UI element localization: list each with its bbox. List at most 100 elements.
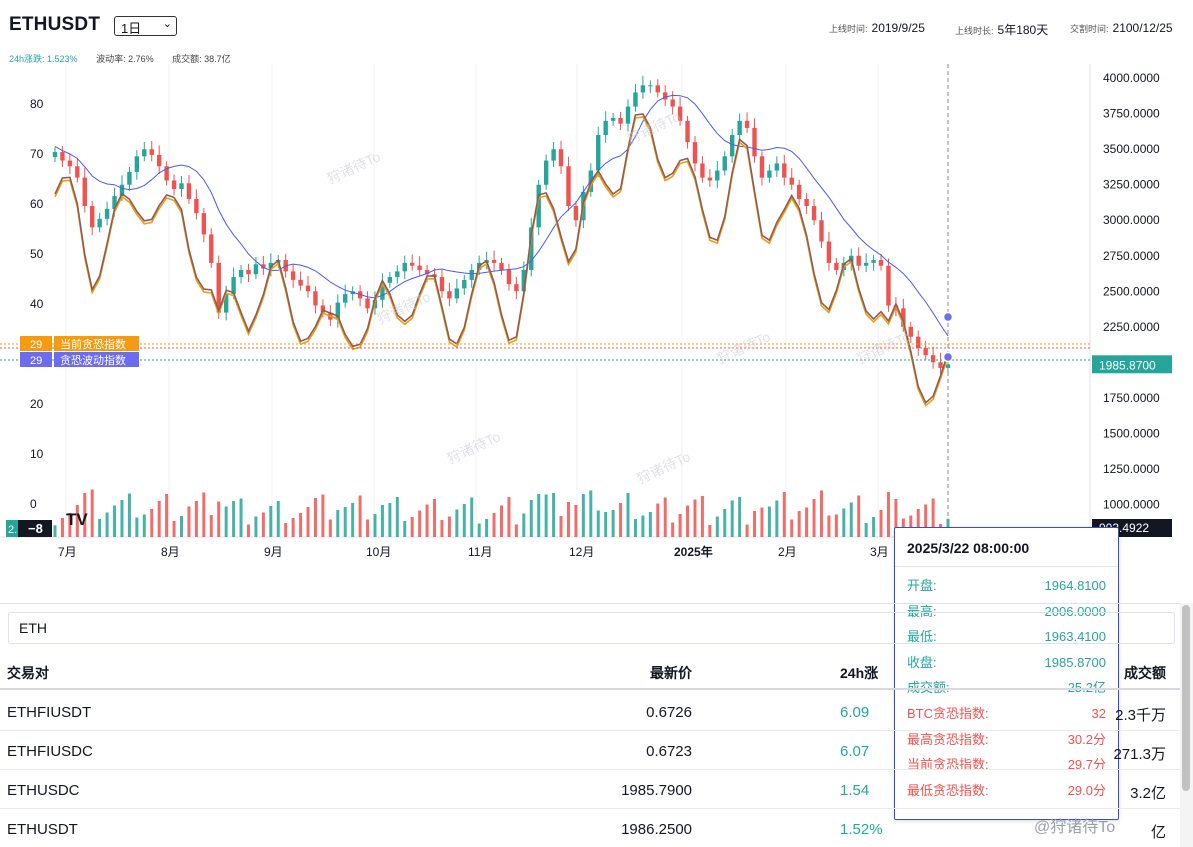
table-scrollbar[interactable] [1180,603,1193,847]
change-24h: 24h涨跌: 1.523% [9,54,78,64]
volume-bar [931,498,935,537]
last-price-badge [1092,355,1172,374]
candle [514,284,519,292]
candle [439,277,445,292]
volume-bar [834,514,838,537]
candle [343,294,348,303]
volume-bar [552,493,556,537]
candle [938,362,943,368]
col-pair[interactable]: 交易对 [7,665,49,681]
volume-bar [269,506,273,537]
candle [625,106,631,124]
volume-bar [53,525,57,537]
chart-canvas[interactable]: 4000.0000 3750.0000 3500.0000 3250.0000 3000… [0,64,1193,564]
volume-bar [797,511,801,537]
fear-index-name-badge [54,336,139,351]
crosshair-dot [942,311,954,323]
candle [246,269,251,275]
candle [104,208,110,219]
chart-header: ETHUSDT 1日 ⌄ 上线时间: 2019/9/25 上线时长: 5年180天 … [0,0,1193,64]
index-tick-label: 80 [30,97,44,111]
volume-bar [500,505,503,537]
volume-bar [805,507,809,537]
volume-bar [641,515,645,537]
candle [856,255,861,266]
change-value: 1.52% [840,821,883,838]
candle [670,99,675,107]
candle [60,152,65,161]
candle [238,269,244,278]
index-value-badge-accent [6,520,18,537]
search-input[interactable]: ETH [8,612,1175,644]
candle [119,184,125,197]
volatility: 波动率: 2.76% [96,54,154,64]
candle [506,269,512,285]
candle [194,198,199,214]
crosshair-dot [942,351,954,363]
time-tick-label: 3月 [870,545,889,559]
volume-bar [566,502,570,537]
index-value-prefix: 2. [8,524,17,536]
volume-bar [447,516,451,537]
tradingview-logo-icon: TV [66,510,88,529]
price-tick-label: 2250.0000 [1103,320,1160,334]
volume-bar [321,494,325,537]
candle [834,262,839,270]
volume-bar [708,525,712,537]
volume-bar [224,506,228,537]
volume-bar [916,509,920,537]
candle [908,326,913,337]
price-tick-label: 3250.0000 [1103,178,1160,192]
candle [253,264,259,275]
price-chart[interactable]: 4000.0000 3750.0000 3500.0000 3250.0000 3000… [0,64,1193,564]
tooltip-row: 开盘: 1964.8100 [907,578,1106,593]
candle [648,85,653,87]
fear-index-name: 当前贪恐指数 [60,337,126,351]
price-tick-label: 2500.0000 [1103,284,1160,298]
interval-select[interactable]: 1日 ⌄ [114,16,177,36]
fear-index-badge [20,336,52,351]
candle [67,160,73,167]
volume-bar [172,521,176,537]
tooltip-row: 收盘: 1985.8700 [907,654,1106,670]
price-tick-label: 3000.0000 [1103,213,1160,227]
watermark-text: 狩诸待To [715,328,773,367]
candle [149,149,154,155]
candle [112,196,117,209]
online-time: 上线时间: 2019/9/25 [829,21,925,35]
candle [97,218,102,228]
index-tick-label: 10 [30,447,44,461]
index-tick-label: 20 [30,397,44,411]
candle [774,163,780,171]
volume-bar [142,514,146,537]
volume-bar [485,519,489,537]
price-tick-label: 3750.0000 [1103,107,1160,121]
col-change[interactable]: 24h涨 [840,665,879,681]
volume-bar [760,507,764,537]
candle [156,154,162,167]
volume-bar [745,524,749,537]
table-row[interactable]: ETHFIUSDT 0.6726 6.09 2.3千万 [0,692,1180,731]
change-value: 1.54 [840,782,870,799]
table-row[interactable]: ETHUSDC 1985.7900 1.54 3.2亿 [0,770,1180,809]
tooltip-row: 当前贪恐指数: 29.7分 [907,757,1106,773]
candle [700,163,705,178]
candle [789,177,794,185]
table-row[interactable]: ETHUSDT 1986.2500 1.52% 亿 [0,809,1180,847]
col-volume[interactable]: 成交额 [1124,665,1166,681]
time-tick-label: 11月 [468,545,492,559]
candle [901,308,906,327]
col-last-price[interactable]: 最新价 [650,665,692,681]
candle [871,260,876,263]
volume-value: 3.2亿 [1130,785,1166,802]
volume-bar [812,499,816,537]
candle [261,264,266,269]
candle [462,279,467,289]
change-value: 6.09 [840,704,870,721]
corner-watermark: @狩诸待To [1034,819,1116,836]
volume-bar [596,510,600,537]
table-row[interactable]: ETHFIUSDC 0.6723 6.07 271.3万 [0,731,1180,770]
volume-bar [775,500,779,537]
volume-bar [864,523,868,537]
candle [707,177,713,181]
